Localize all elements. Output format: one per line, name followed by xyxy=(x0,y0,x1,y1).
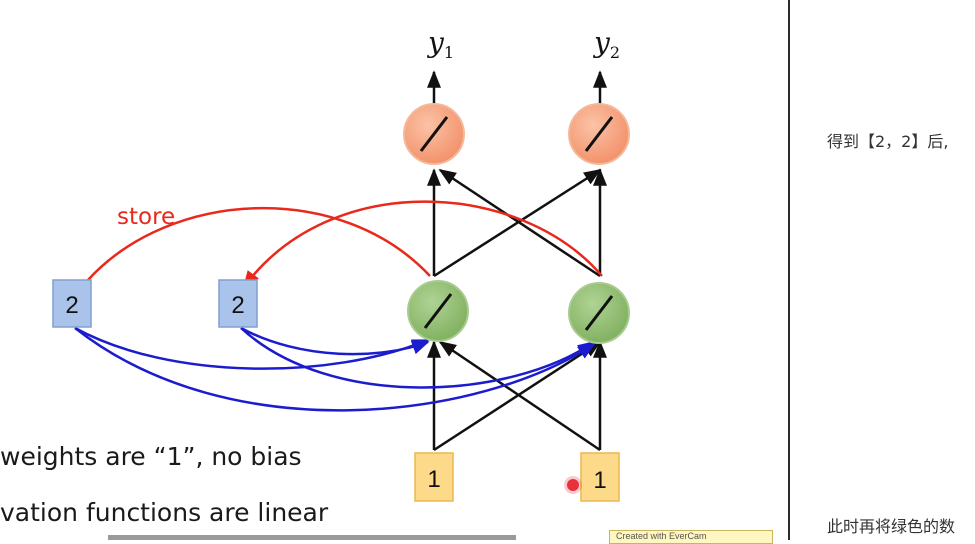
input-value-2: 1 xyxy=(593,467,606,494)
side-text-line-1: 得到【2，2】后, xyxy=(827,132,949,151)
memory-cell-1 xyxy=(52,279,92,328)
side-text-line-2: 此时再将绿色的数 xyxy=(827,517,956,536)
memory-cell-2 xyxy=(218,279,258,328)
input-value-1: 1 xyxy=(427,466,440,493)
linear-activation-icon xyxy=(584,295,614,331)
store-arrow-2 xyxy=(242,200,603,289)
input-cell-1 xyxy=(414,452,454,502)
rnn-diagram: 2 2 1 1 y1 y2 store xyxy=(52,26,630,502)
input-to-hidden-connections xyxy=(427,340,607,452)
panel-divider[interactable] xyxy=(788,0,790,540)
slide-canvas: 2 2 1 1 y1 y2 store weights are “1”, no … xyxy=(0,26,773,544)
linear-activation-icon xyxy=(423,293,453,329)
memory-value-2: 2 xyxy=(231,292,244,319)
memory-to-hidden-connections xyxy=(74,326,596,412)
input-cell-2 xyxy=(580,452,620,502)
store-label: store xyxy=(117,204,175,230)
note-activation: vation functions are linear xyxy=(0,498,329,527)
watermark-badge: Created with EverCam xyxy=(609,530,773,544)
linear-activation-icon xyxy=(584,116,614,152)
linear-activation-icon xyxy=(419,116,449,152)
side-panel: 得到【2，2】后, 此时再将绿色的数 xyxy=(790,0,975,540)
output-label-1: y1 xyxy=(426,26,454,62)
memory-value-1: 2 xyxy=(65,292,78,319)
note-weights: weights are “1”, no bias xyxy=(0,442,302,471)
store-arrow-1 xyxy=(87,206,431,281)
horizontal-scrollbar[interactable] xyxy=(108,535,516,540)
cursor-indicator xyxy=(567,479,579,491)
output-label-2: y2 xyxy=(592,26,620,62)
hidden-to-output-connections xyxy=(427,168,607,278)
